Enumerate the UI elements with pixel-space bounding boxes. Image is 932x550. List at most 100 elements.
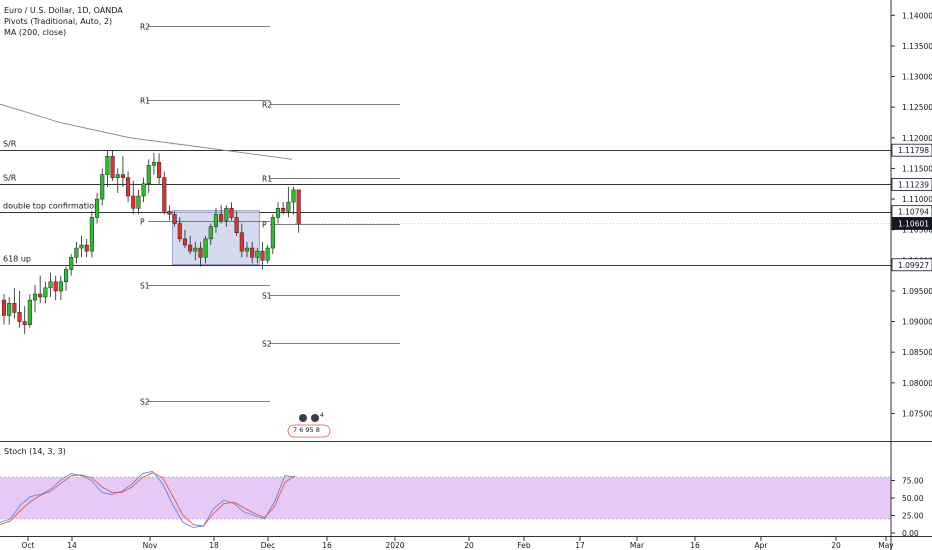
time-tick-label: 20 — [464, 541, 474, 550]
candle-body — [48, 281, 53, 289]
time-tick-label: Dec — [261, 541, 276, 550]
candle-body — [136, 195, 141, 209]
price-tick-label: 1.10500 — [902, 226, 932, 235]
time-tick-label: 2020 — [385, 541, 404, 550]
time-tick-label: Feb — [517, 541, 531, 550]
candle-body — [120, 174, 125, 178]
time-tick-label: May — [878, 541, 894, 550]
candle-body — [172, 214, 177, 224]
price-tick-label: 1.08500 — [902, 348, 932, 357]
candle-body — [255, 250, 260, 258]
time-tick-label: 20 — [831, 541, 841, 550]
candle-body — [239, 232, 244, 252]
price-label-text: 1.09927 — [898, 261, 929, 270]
legend-symbol[interactable]: Euro / U.S. Dollar, 1D, OANDA — [4, 6, 123, 15]
pivot-label-p: P — [140, 218, 145, 227]
price-tick-label: 1.12000 — [902, 134, 932, 143]
pivot-label-s2: S2 — [262, 340, 272, 349]
candle-body — [146, 165, 151, 184]
price-tick-label: 1.11500 — [902, 164, 932, 173]
events-count: 4 — [320, 412, 324, 419]
legend-pivots[interactable]: Pivots (Traditional, Auto, 2) — [4, 17, 113, 26]
candle-body — [74, 247, 79, 258]
candle-body — [219, 214, 224, 221]
candle-body — [250, 247, 255, 258]
time-tick-label: 17 — [575, 541, 585, 550]
candle-body — [203, 238, 208, 258]
stoch-band — [0, 477, 891, 520]
candle-body — [126, 177, 131, 197]
candle-body — [234, 217, 239, 233]
candle-body — [17, 312, 22, 322]
time-tick-label: Apr — [755, 541, 769, 550]
legend-ma[interactable]: MA (200, close) — [4, 28, 67, 37]
time-tick-label: Mar — [630, 541, 645, 550]
candle-body — [43, 287, 48, 298]
sr-line-label: S/R — [3, 140, 17, 149]
price-tick-label: 1.07500 — [902, 409, 932, 418]
candle-body — [32, 293, 38, 301]
candle-body — [1, 299, 7, 316]
candle-body — [38, 293, 43, 298]
price-label-text: 1.11239 — [898, 180, 929, 189]
price-tick-label: 1.13000 — [902, 73, 932, 82]
candle-body — [224, 208, 229, 221]
pivot-label-r1: R1 — [140, 97, 150, 106]
time-tick-label: 14 — [67, 541, 77, 550]
price-label-box — [891, 258, 932, 272]
candle-body — [131, 195, 136, 209]
candle-body — [229, 208, 234, 218]
sr-line-label: S/R — [3, 174, 17, 183]
price-label-box — [891, 178, 932, 191]
stoch-d-line — [0, 472, 296, 527]
candle-body — [84, 244, 89, 252]
candle-body — [53, 281, 58, 292]
stoch-k-line — [0, 470, 296, 528]
stoch-tick-label: 25.00 — [902, 512, 924, 521]
candle-body — [69, 257, 74, 270]
sr-line-label: 618 up — [3, 255, 31, 264]
time-tick-label: 18 — [209, 541, 219, 550]
candle-body — [296, 189, 301, 224]
price-tick-label: 1.14000 — [902, 11, 932, 20]
candle-body — [244, 247, 250, 252]
time-axis: Oct 14 Nov 18 Dec 16 2020 20 Feb 17 Mar 16 Apr 20 May — [22, 537, 894, 550]
event-icon — [299, 414, 307, 422]
candle-body — [286, 201, 291, 212]
stoch-tick-label: 75.00 — [902, 477, 924, 486]
sr-line-label: double top confirmation — [3, 202, 99, 211]
candle-body — [141, 183, 146, 197]
pivot-label-s1: S1 — [140, 282, 150, 291]
candle-body — [89, 217, 94, 252]
events-text: 7 6 95 8 — [293, 426, 320, 434]
candle-body — [291, 189, 296, 203]
candle-body — [281, 208, 286, 212]
event-icon — [311, 414, 319, 422]
candle-body — [79, 244, 84, 249]
price-tick-label: 1.11000 — [902, 195, 932, 204]
time-tick-label: Nov — [143, 541, 158, 550]
price-tick-label: 1.09000 — [902, 318, 932, 327]
candle-body — [162, 177, 167, 212]
legend-stoch[interactable]: Stoch (14, 3, 3) — [4, 447, 66, 456]
events-badge — [287, 424, 331, 438]
candle-body — [115, 174, 120, 178]
candle-body — [167, 211, 172, 215]
pivot-label-s2: S2 — [140, 398, 150, 407]
candle-body — [157, 162, 162, 178]
candle-body — [270, 217, 275, 249]
price-tick-label: 1.09500 — [902, 287, 932, 296]
candle-body — [198, 247, 203, 258]
price-tick-label: 1.08000 — [902, 379, 932, 388]
pivot-label-s1: S1 — [262, 292, 272, 301]
price-tick-label: 1.13500 — [902, 42, 932, 51]
price-label-box — [891, 143, 932, 157]
candle-body — [27, 299, 32, 325]
candle-body — [22, 321, 27, 325]
candle-body — [182, 238, 187, 246]
main-price-pane: S/R S/R double top confirmation 618 up R2 R1 P… — [0, 23, 891, 438]
pivot-label-r2: R2 — [262, 101, 272, 110]
stoch-tick-label: 50.00 — [902, 494, 924, 503]
